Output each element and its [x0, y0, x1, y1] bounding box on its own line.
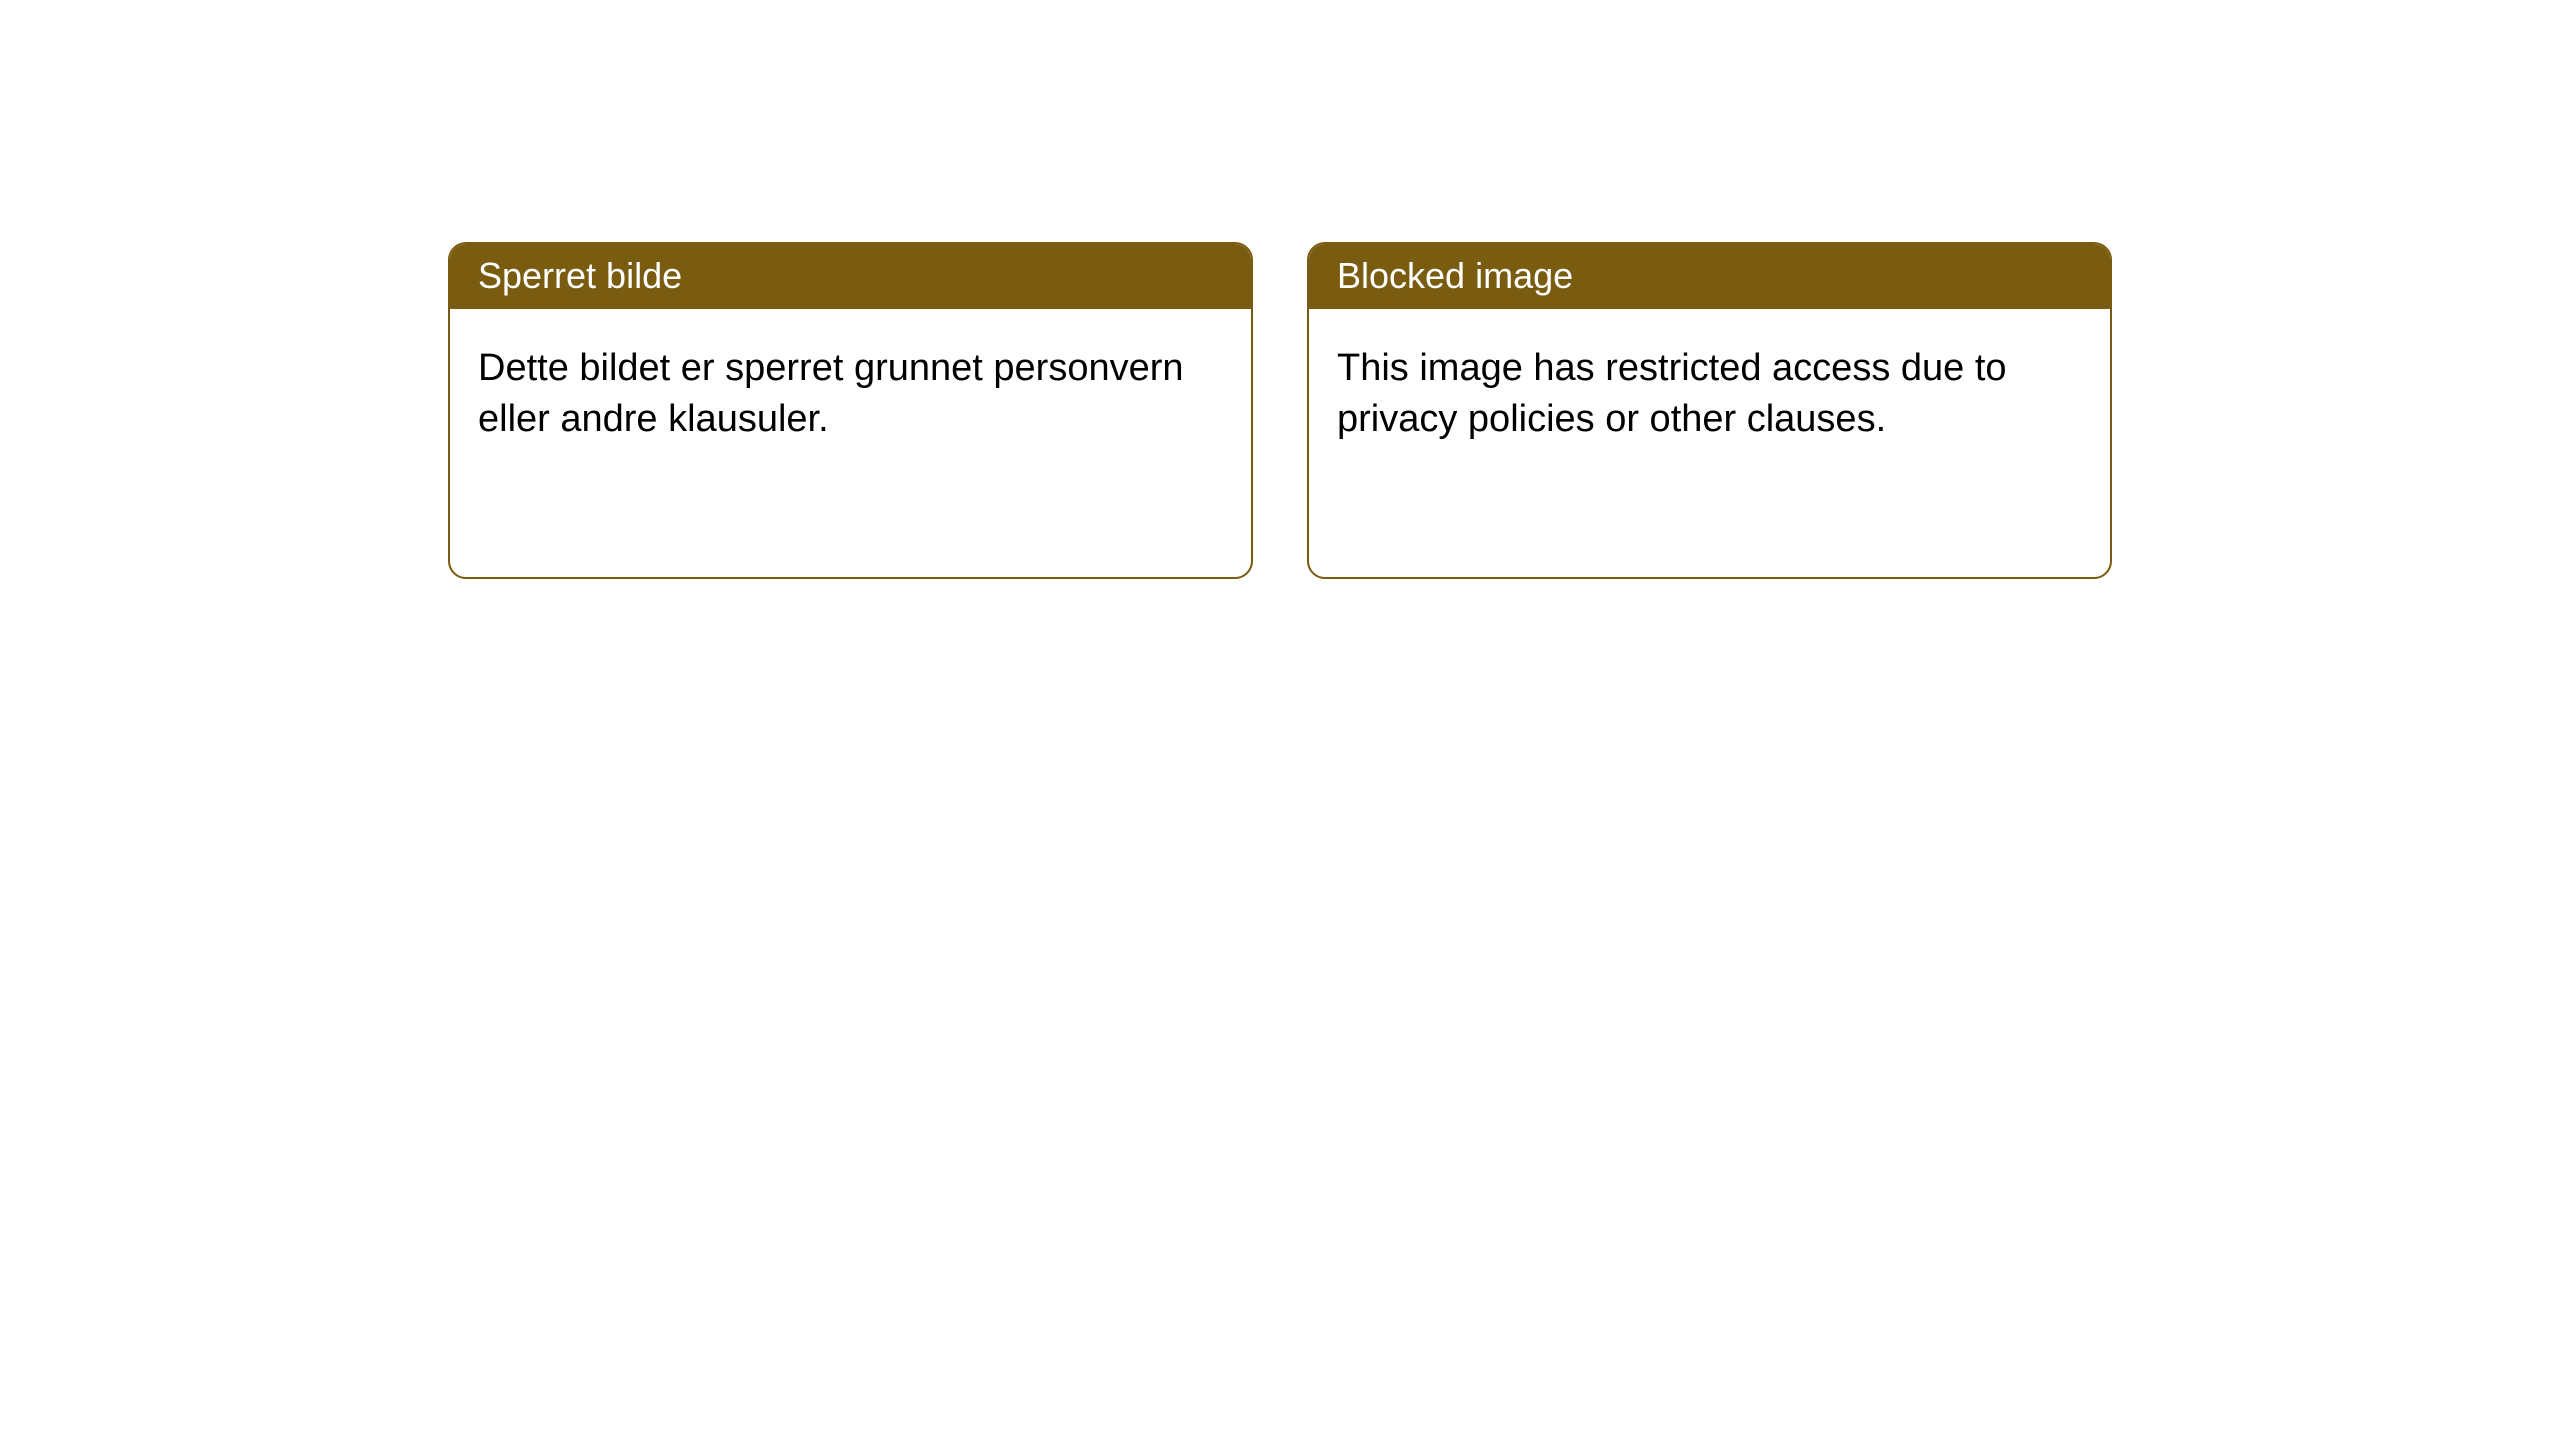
notice-body-text: This image has restricted access due to … [1337, 347, 2007, 440]
notice-header: Sperret bilde [450, 244, 1251, 309]
notice-card-norwegian: Sperret bilde Dette bildet er sperret gr… [448, 242, 1253, 579]
notice-body: Dette bildet er sperret grunnet personve… [450, 309, 1251, 480]
notice-body: This image has restricted access due to … [1309, 309, 2110, 480]
notice-card-english: Blocked image This image has restricted … [1307, 242, 2112, 579]
notice-title: Sperret bilde [478, 255, 682, 296]
notice-body-text: Dette bildet er sperret grunnet personve… [478, 347, 1184, 440]
notice-container: Sperret bilde Dette bildet er sperret gr… [0, 0, 2560, 579]
notice-header: Blocked image [1309, 244, 2110, 309]
notice-title: Blocked image [1337, 255, 1573, 296]
